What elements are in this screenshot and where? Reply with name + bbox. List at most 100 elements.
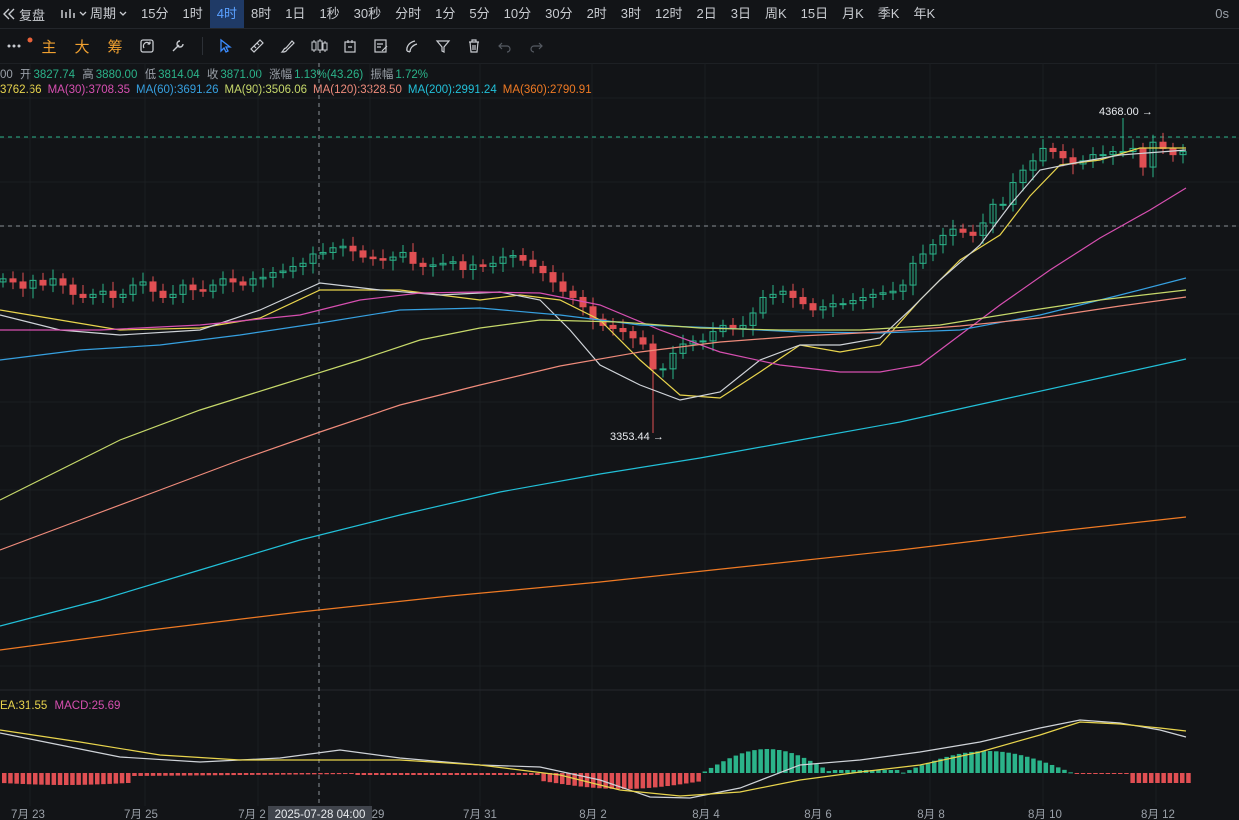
macd-bar-down: [126, 773, 131, 783]
macd-bar-down: [330, 773, 336, 775]
delete-tool[interactable]: [461, 33, 487, 59]
filter-tool[interactable]: [430, 33, 456, 59]
x-tick-label: 7月 31: [463, 809, 497, 820]
candle-up: [89, 293, 97, 298]
macd-bar-down: [1167, 773, 1173, 783]
period-dropdown[interactable]: 周期: [53, 0, 134, 28]
price-chart[interactable]: 4368.00 → 3353.44 → 7月 23 7月 25 7月 2 29 7月 31 8…: [0, 63, 1239, 820]
main-chart-button[interactable]: 主: [41, 38, 57, 56]
candle-down: [789, 290, 797, 298]
macd-bar-up: [801, 757, 807, 773]
macd-bar-up: [907, 770, 912, 773]
candle-down: [349, 245, 357, 252]
sync-button[interactable]: [134, 33, 160, 59]
wrench-icon: [172, 40, 184, 52]
high-value: 3880.00: [95, 69, 138, 81]
macd-bar-down: [671, 773, 677, 786]
redo-button[interactable]: [523, 33, 549, 59]
drawing-toolbar: 主 大 筹: [0, 29, 1239, 64]
interval-tab[interactable]: 2时: [586, 6, 607, 21]
interval-tab[interactable]: 30分: [545, 6, 573, 21]
interval-tab[interactable]: 3时: [620, 6, 642, 21]
candle-up: [1029, 160, 1037, 171]
cursor-tool[interactable]: [213, 33, 239, 59]
interval-tab[interactable]: 周K: [764, 6, 787, 21]
candle-down: [629, 331, 637, 339]
interval-tab[interactable]: 1分: [435, 6, 456, 21]
magnet-tool[interactable]: [399, 33, 425, 59]
macd-bar-down: [20, 773, 26, 784]
interval-tab[interactable]: 季K: [877, 6, 900, 21]
x-tick-label: 8月 12: [1141, 809, 1175, 820]
macd-bar-down: [8, 773, 13, 784]
interval-tab[interactable]: 3日: [730, 6, 751, 21]
macd-bar-up: [876, 770, 881, 773]
macd-bar-down: [1130, 773, 1135, 783]
big-order-button[interactable]: 大: [74, 38, 90, 56]
candle-down: [479, 264, 487, 267]
calendar-tool[interactable]: [337, 33, 363, 59]
interval-tab[interactable]: 15日: [800, 6, 829, 21]
interval-tab[interactable]: 30秒: [353, 6, 382, 21]
macd-bar-up: [882, 770, 887, 773]
macd-bar-down: [150, 773, 156, 776]
macd-bar-down: [448, 773, 453, 775]
interval-tab[interactable]: 5分: [469, 6, 490, 21]
candle-up: [279, 270, 287, 274]
macd-bar-down: [1093, 773, 1098, 774]
interval-tab[interactable]: 1时: [182, 6, 203, 21]
ruler-icon: [250, 39, 264, 53]
candle-down: [1049, 147, 1057, 153]
interval-tab[interactable]: 10分: [503, 6, 532, 21]
interval-tab[interactable]: 2日: [696, 6, 717, 21]
macd-bar-down: [349, 773, 354, 775]
macd-bar-down: [95, 773, 100, 785]
interval-tab[interactable]: 8时: [250, 6, 272, 21]
settings-button[interactable]: [165, 33, 191, 59]
x-tick-label: 8月 6: [804, 809, 832, 820]
candle-up: [989, 203, 997, 224]
candle-down: [229, 278, 237, 283]
interval-tab[interactable]: 1日: [285, 6, 306, 21]
note-tool[interactable]: [368, 33, 394, 59]
candle-down: [159, 290, 167, 298]
x-tick-label: 7月 2: [238, 809, 266, 820]
macd-bar-down: [343, 773, 348, 775]
close-label: 收: [206, 69, 219, 81]
interval-tab[interactable]: 分时: [395, 6, 422, 21]
interval-tab[interactable]: 月K: [842, 6, 864, 21]
interval-tab[interactable]: 4时: [209, 0, 244, 28]
candle-down: [459, 261, 467, 271]
interval-tab[interactable]: 15分: [141, 6, 169, 21]
macd-bar-down: [547, 773, 553, 783]
interval-tab[interactable]: 年K: [913, 6, 936, 21]
candle-type-tool[interactable]: [306, 33, 332, 59]
macd-legend: EA:31.55 MACD:25.69: [0, 700, 124, 712]
macd-bar-up: [870, 770, 875, 773]
candle-down: [969, 231, 977, 236]
candle-up: [169, 293, 177, 298]
macd-bar-down: [2, 773, 7, 784]
ma-line: [0, 187, 1187, 373]
macd-bar-down: [88, 773, 94, 785]
macd-bar-down: [553, 773, 559, 784]
macd-bar-down: [256, 773, 261, 775]
ruler-tool[interactable]: [244, 33, 270, 59]
macd-bar-up: [925, 762, 931, 773]
undo-button[interactable]: [492, 33, 518, 59]
macd-bar-down: [175, 773, 181, 776]
interval-tab[interactable]: 1秒: [319, 6, 340, 21]
interval-tab[interactable]: 12时: [655, 6, 683, 21]
macd-bar-down: [690, 773, 695, 783]
chevron-down-icon: [119, 11, 127, 16]
macd-bar-down: [262, 773, 267, 775]
macd-bar-down: [405, 773, 410, 775]
more-button[interactable]: [4, 33, 24, 59]
candle-down: [359, 250, 367, 258]
chip-button[interactable]: 筹: [107, 38, 123, 56]
candle-down: [1139, 147, 1147, 168]
macd-bar-down: [640, 773, 646, 789]
replay-button[interactable]: 复盘: [0, 5, 53, 24]
macd-bar-down: [615, 773, 621, 789]
brush-tool[interactable]: [275, 33, 301, 59]
